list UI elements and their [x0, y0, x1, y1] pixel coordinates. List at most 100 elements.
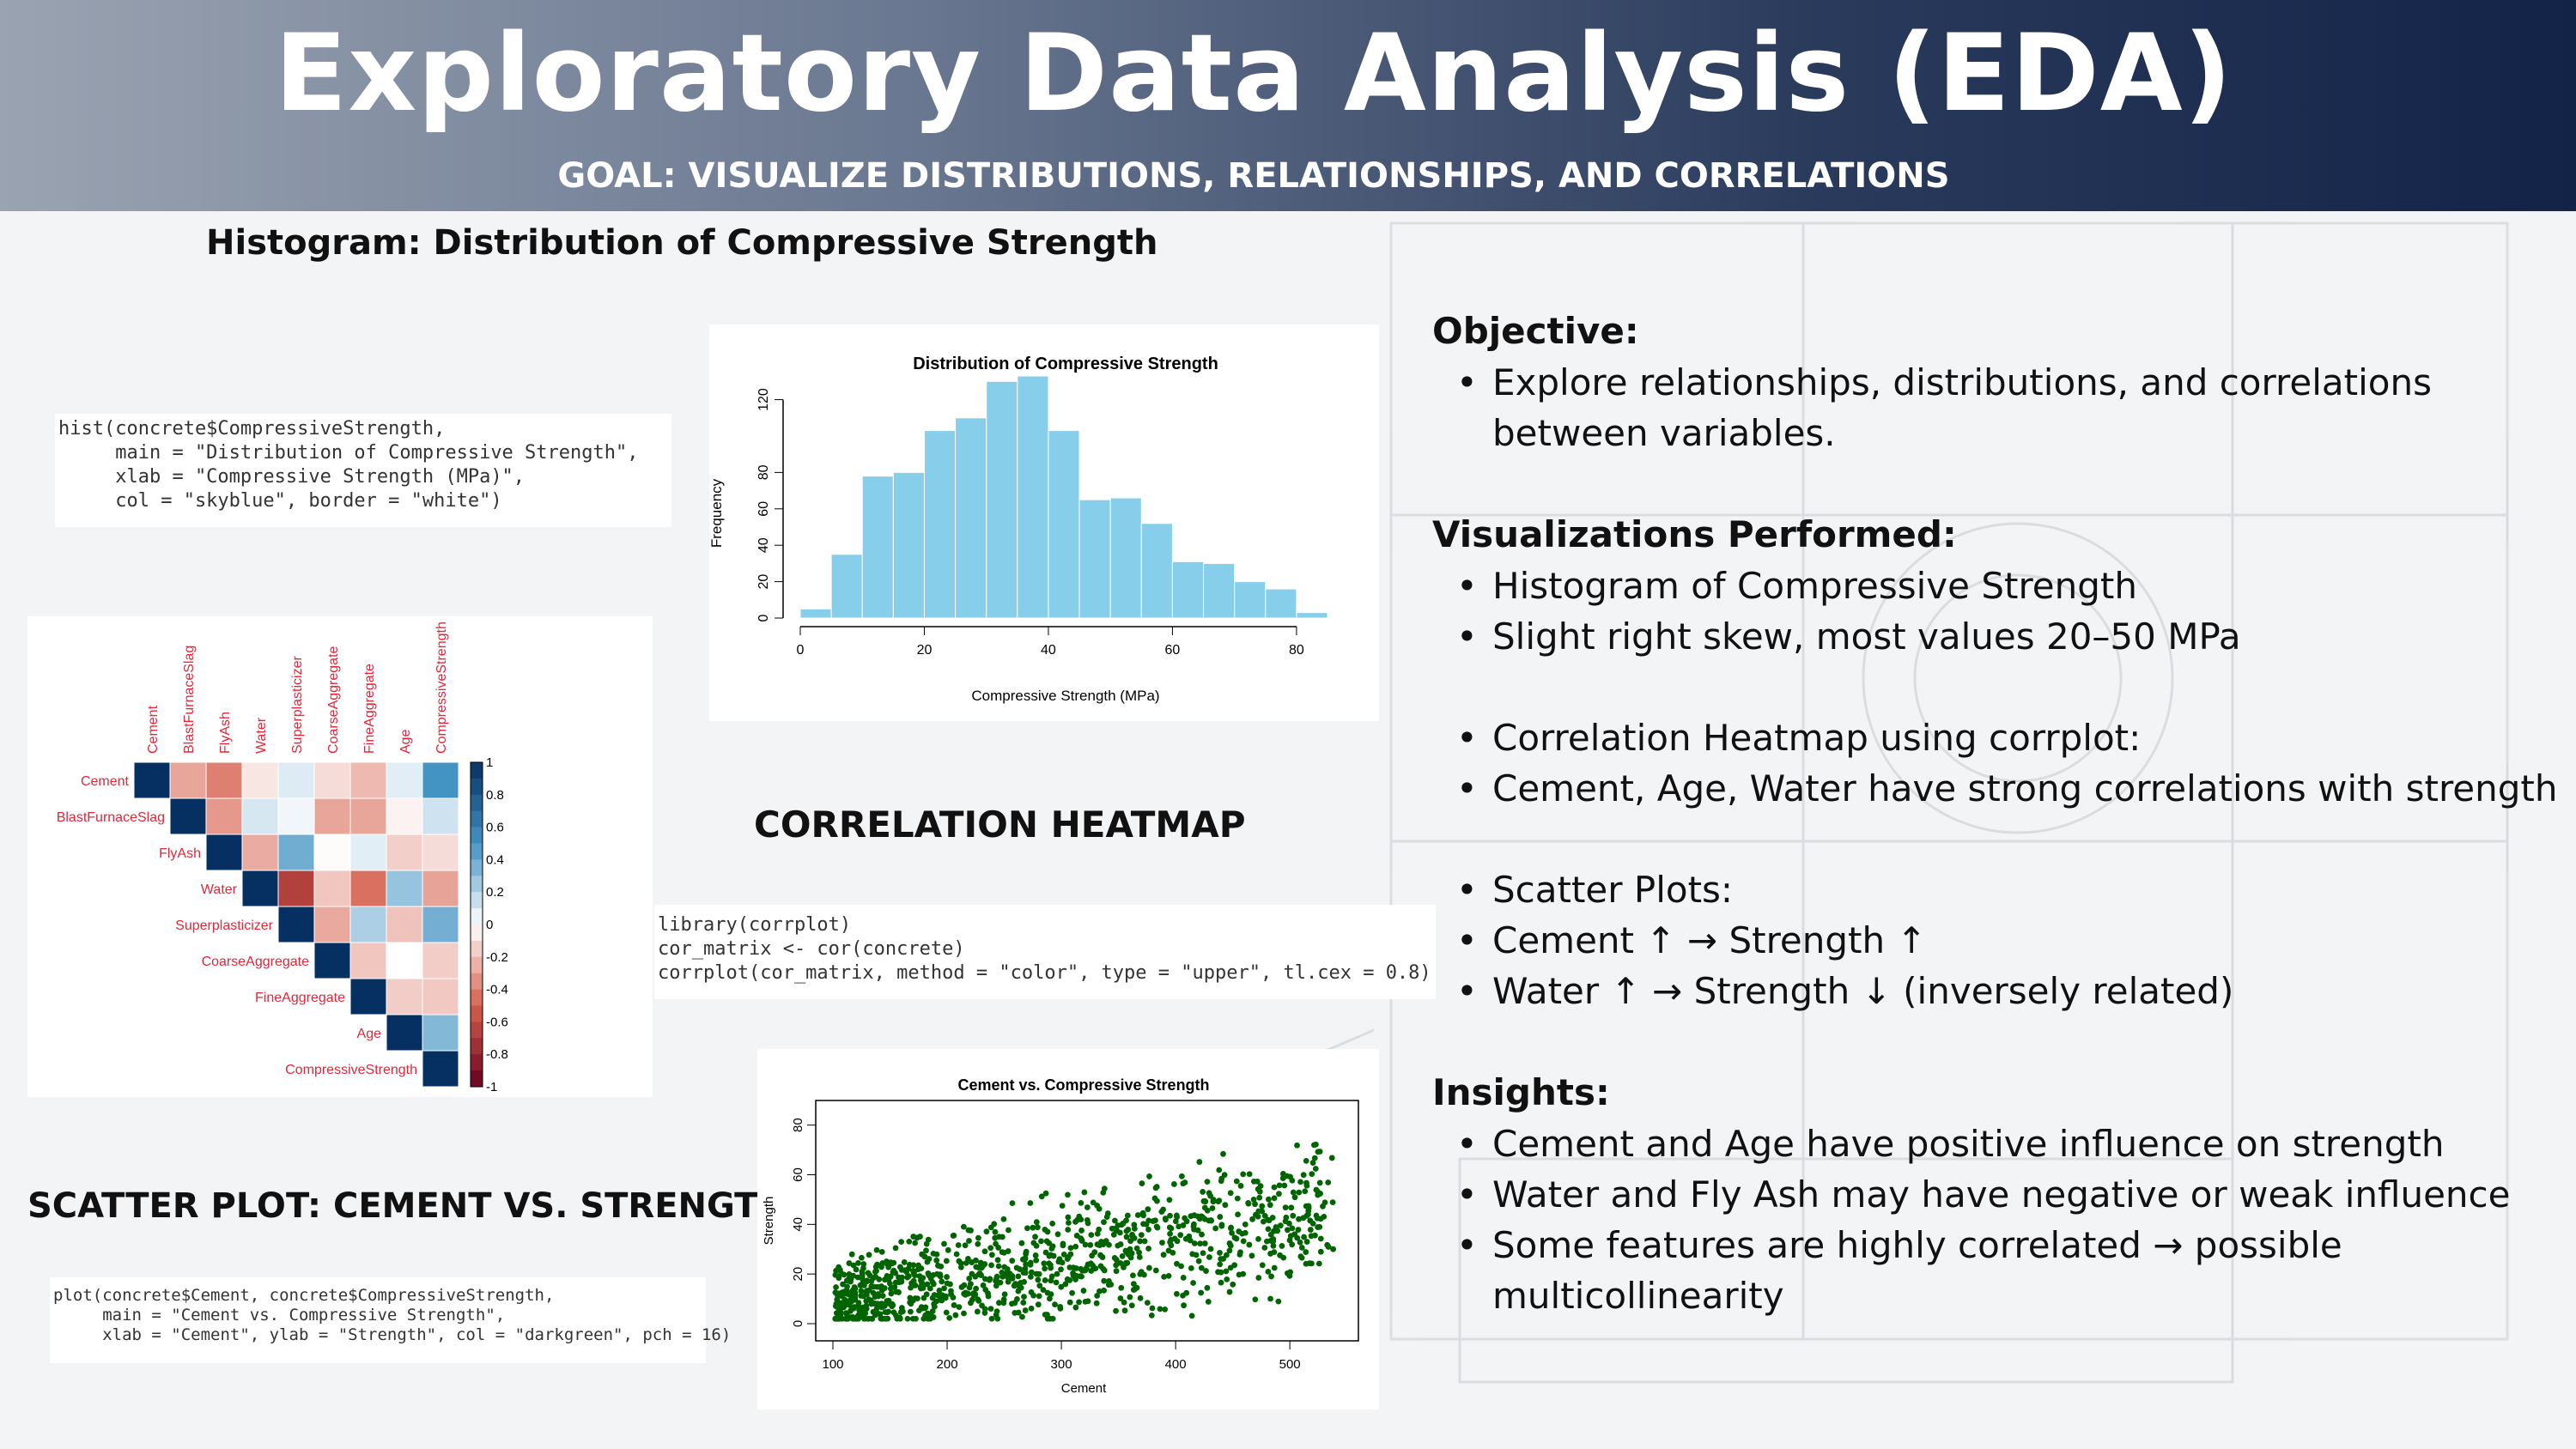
scatter-point [835, 1290, 841, 1297]
scatter-point [1284, 1173, 1291, 1179]
color-scale-border [470, 761, 483, 1088]
scatter-point [1300, 1172, 1307, 1179]
scatter-point [1019, 1313, 1025, 1320]
scatter-point [1317, 1216, 1324, 1222]
row-label: Superplasticizer [175, 919, 274, 933]
scatter-point [1150, 1218, 1157, 1224]
row-label: BlastFurnaceSlag [57, 810, 165, 825]
scatter-point [1317, 1235, 1324, 1242]
scatter-point [1096, 1226, 1103, 1233]
x-tick-label: 200 [937, 1357, 958, 1372]
scatter-point [1081, 1189, 1088, 1196]
scatter-point [975, 1297, 982, 1304]
scatter-point [993, 1282, 999, 1289]
color-scale-segment [471, 1070, 483, 1088]
x-tick-label: 300 [1051, 1357, 1072, 1372]
scatter-point [1246, 1171, 1253, 1178]
scatter-point [1303, 1260, 1309, 1267]
scatter-point [878, 1248, 885, 1255]
scatter-point [1032, 1252, 1039, 1258]
scatter-point [1131, 1222, 1138, 1228]
scatter-point [1198, 1213, 1205, 1220]
scatter-point [1176, 1223, 1182, 1230]
scatter-point [1217, 1214, 1224, 1220]
heatmap-cell [349, 761, 387, 799]
scatter-panel: Cement vs. Compressive Strength 100 200 300… [757, 1049, 1379, 1410]
scatter-point [957, 1264, 964, 1270]
histogram-section-title: Histogram: Distribution of Compressive S… [206, 223, 1158, 263]
code-line: main = "Distribution of Compressive Stre… [58, 442, 639, 464]
heatmap-cell [169, 797, 207, 835]
code-line: xlab = "Cement", ylab = "Strength", col … [53, 1325, 732, 1344]
scatter-point [993, 1312, 999, 1319]
scatter-point [1329, 1199, 1336, 1206]
scatter-point [1089, 1252, 1096, 1259]
heatmap-cell [422, 1014, 459, 1052]
scatter-point [1042, 1265, 1048, 1272]
color-scale-segment [471, 973, 483, 991]
scatter-point [1303, 1249, 1309, 1255]
x-tick-label: 0 [797, 643, 805, 658]
heatmap-cell [422, 906, 459, 943]
scatter-point [1294, 1142, 1300, 1149]
scatter-point [882, 1315, 889, 1322]
scatter-point [1193, 1252, 1200, 1258]
scatter-point [1048, 1273, 1055, 1280]
scatter-point [834, 1296, 841, 1303]
scatter-point [1201, 1240, 1208, 1246]
heatmap-cell [313, 761, 351, 799]
heatmap-cell [422, 942, 459, 979]
scatter-point [1058, 1283, 1065, 1290]
histogram-bar [1296, 612, 1328, 619]
color-scale-label: 0.4 [486, 852, 504, 867]
scatter-point [1042, 1190, 1049, 1197]
scatter-point [1186, 1233, 1193, 1240]
scatter-point [948, 1288, 954, 1294]
scatter-point [909, 1279, 916, 1286]
scatter-point [1207, 1217, 1214, 1223]
scatter-point [1154, 1197, 1160, 1204]
scatter-point [1094, 1293, 1101, 1299]
scatter-point [1267, 1202, 1273, 1209]
scatter-point [1160, 1252, 1167, 1258]
scatter-point [996, 1300, 1002, 1307]
scatter-point [1227, 1264, 1234, 1271]
row-label: Cement [81, 774, 130, 789]
scatter-point [1137, 1270, 1144, 1277]
scatter-point [1198, 1264, 1205, 1271]
y-tick-label: 20 [791, 1267, 805, 1282]
scatter-point [1009, 1258, 1016, 1264]
scatter-point [1129, 1233, 1136, 1239]
scatter-point [1222, 1202, 1229, 1209]
scatter-point [846, 1260, 853, 1266]
scatter-point [1206, 1254, 1212, 1260]
scatter-point [965, 1255, 971, 1262]
scatter-point [1266, 1196, 1272, 1203]
scatter-point [1311, 1155, 1318, 1161]
scatter-point [1265, 1226, 1272, 1233]
scatter-point [1315, 1191, 1321, 1198]
scatter-point [1233, 1235, 1240, 1242]
column-label: Cement [146, 705, 161, 754]
scatter-point [988, 1262, 994, 1269]
scatter-point [893, 1288, 899, 1295]
scatter-point [1113, 1257, 1120, 1263]
histogram-bar [1109, 497, 1142, 619]
scatter-point [1046, 1260, 1053, 1267]
scatter-point [1152, 1185, 1159, 1191]
scatter-point [1113, 1262, 1120, 1269]
scatter-point [1140, 1221, 1146, 1228]
scatter-point [1223, 1268, 1230, 1275]
scatter-point [864, 1288, 871, 1294]
histogram-bar [1234, 581, 1267, 619]
histogram-bar [1017, 375, 1049, 619]
scatter-point [1191, 1240, 1198, 1246]
y-axis-label: Frequency [709, 478, 725, 548]
scatter-point [1018, 1279, 1024, 1286]
scatter-point [995, 1263, 1002, 1270]
scatter-point [1296, 1216, 1303, 1222]
scatter-point [1218, 1175, 1225, 1182]
plot-frame [815, 1100, 1359, 1342]
color-scale-segment [471, 810, 483, 828]
scatter-point [871, 1300, 877, 1307]
